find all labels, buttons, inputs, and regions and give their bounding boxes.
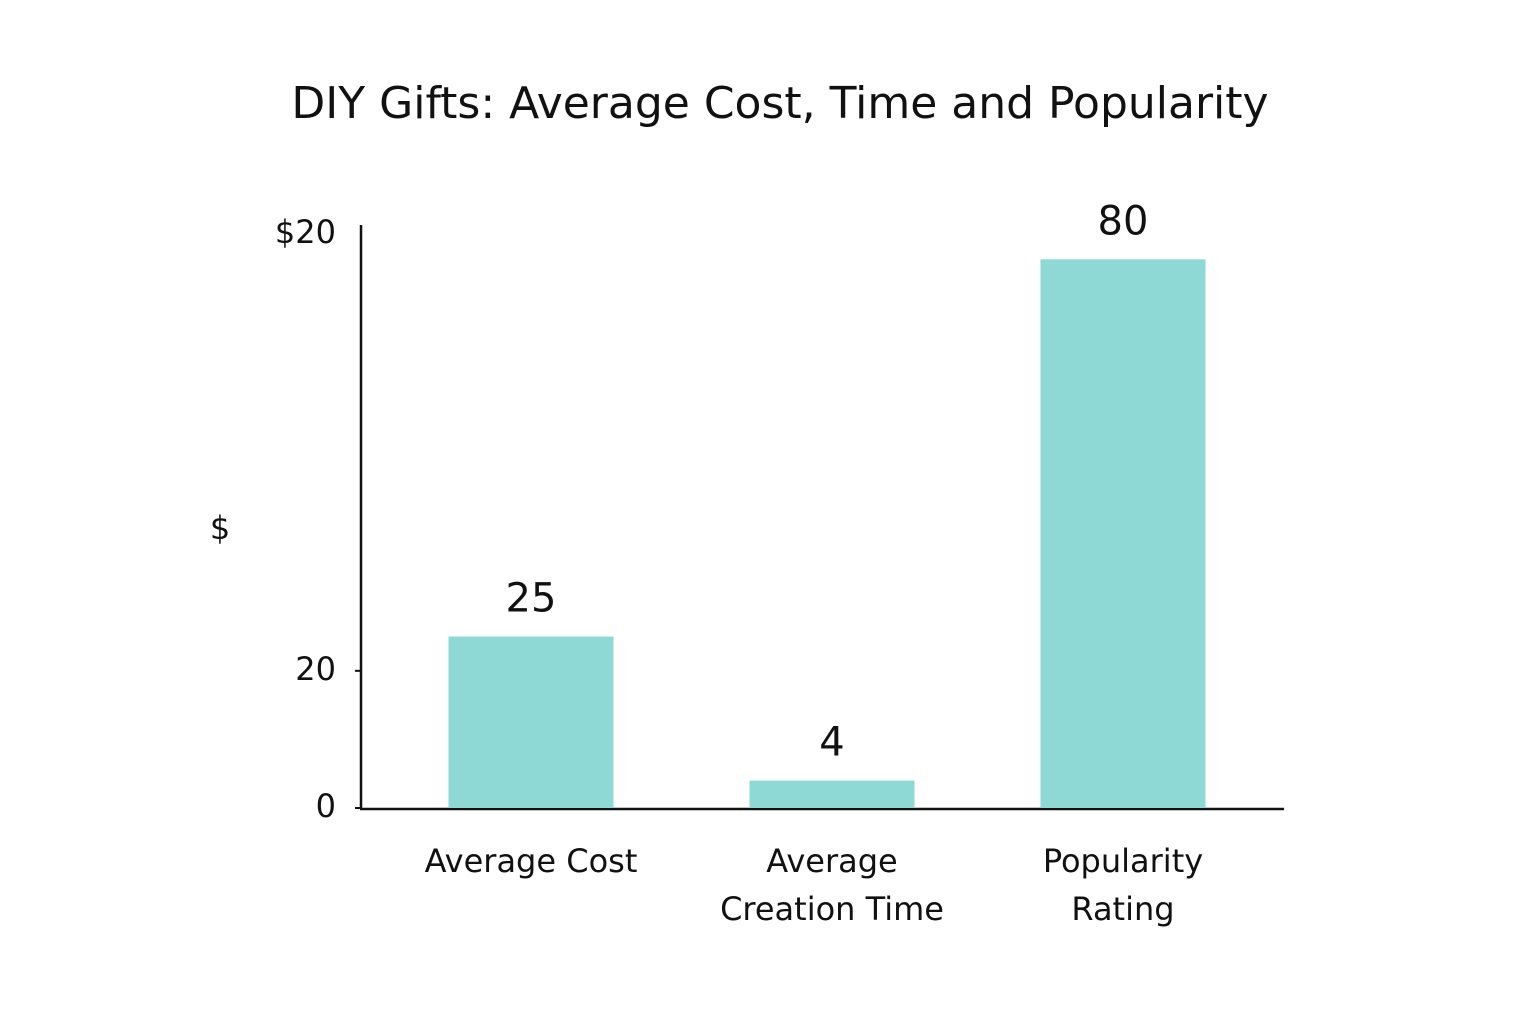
- x-tick-label: Average Cost: [425, 842, 638, 880]
- x-tick-label: Average Creation Time: [720, 842, 944, 928]
- y-tick-label: 20: [295, 650, 336, 688]
- y-axis-label: $: [210, 509, 230, 547]
- bar: [448, 636, 614, 808]
- x-tick-label: Popularity Rating: [1043, 842, 1203, 928]
- bar: [749, 780, 915, 808]
- value-label: 25: [506, 576, 557, 622]
- chart-title: DIY Gifts: Average Cost, Time and Popula…: [291, 78, 1268, 129]
- y-tick-label: 0: [316, 787, 336, 825]
- value-label: 80: [1098, 198, 1149, 244]
- bar: [1040, 259, 1206, 808]
- axis-annotation: $20: [275, 213, 336, 251]
- value-label: 4: [819, 720, 844, 766]
